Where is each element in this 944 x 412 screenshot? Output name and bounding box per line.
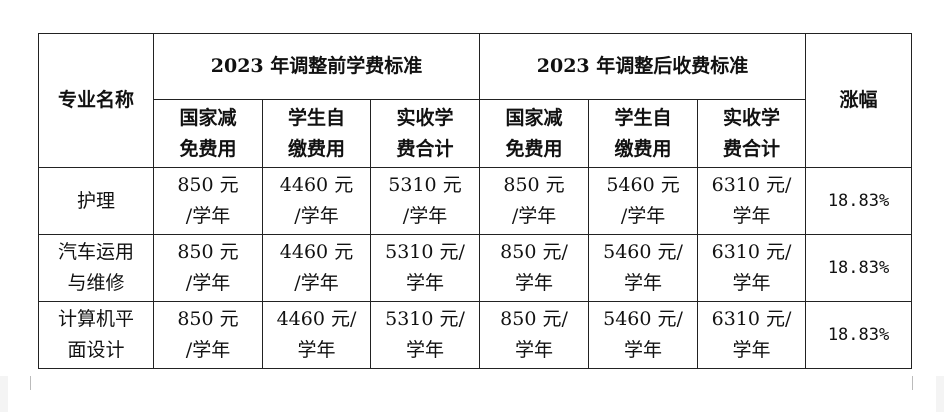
fee-cell: 5460 元/ 学年 xyxy=(588,234,699,302)
fee-cell: 4460 元 /学年 xyxy=(262,234,371,302)
fee-cell: 5460 元 /学年 xyxy=(588,167,699,235)
increase-cell: 18.83% xyxy=(805,167,913,235)
fee-cell: 850 元 /学年 xyxy=(153,301,263,369)
after-adjustment-header: 2023 年调整后收费标准 xyxy=(479,33,807,100)
fee-cell: 4460 元/ 学年 xyxy=(262,301,371,369)
fee-cell: 4460 元 /学年 xyxy=(262,167,371,235)
increase-cell: 18.83% xyxy=(805,301,913,369)
major-name-cell: 护理 xyxy=(38,167,154,235)
table-row: 汽车运用 与维修 850 元 /学年 4460 元 /学年 5310 元/ 学年… xyxy=(38,234,913,302)
increase-header: 涨幅 xyxy=(805,33,913,168)
fee-cell: 850 元/ 学年 xyxy=(479,301,590,369)
major-name-cell: 汽车运用 与维修 xyxy=(38,234,154,302)
header-row-groups: 专业名称 2023 年调整前学费标准 2023 年调整后收费标准 涨幅 xyxy=(38,33,913,168)
major-name-header: 专业名称 xyxy=(38,33,154,168)
before-adjustment-header: 2023 年调整前学费标准 xyxy=(152,33,481,100)
sub-header-cell: 国家减 免费用 xyxy=(153,99,263,168)
tuition-fee-table: 专业名称 2023 年调整前学费标准 2023 年调整后收费标准 涨幅 国家减 … xyxy=(38,33,913,369)
increase-cell: 18.83% xyxy=(805,234,913,302)
fee-cell: 850 元 /学年 xyxy=(479,167,590,235)
table-row: 计算机平 面设计 850 元 /学年 4460 元/ 学年 5310 元/ 学年… xyxy=(38,301,913,369)
fee-cell: 5460 元/ 学年 xyxy=(588,301,699,369)
next-page-edge xyxy=(8,376,936,412)
sub-header-cell: 实收学 费合计 xyxy=(369,99,481,168)
sub-header-cell: 实收学 费合计 xyxy=(697,99,807,168)
page-corner-mark-left xyxy=(18,376,31,390)
fee-cell: 6310 元/ 学年 xyxy=(697,301,807,369)
sub-header-cell: 国家减 免费用 xyxy=(479,99,590,168)
fee-cell: 850 元 /学年 xyxy=(153,234,263,302)
major-name-cell: 计算机平 面设计 xyxy=(38,301,154,369)
fee-cell: 5310 元/ 学年 xyxy=(369,301,481,369)
fee-cell: 5310 元 /学年 xyxy=(369,167,481,235)
fee-cell: 850 元/ 学年 xyxy=(479,234,590,302)
fee-cell: 6310 元/ 学年 xyxy=(697,234,807,302)
page-corner-mark-right xyxy=(912,376,925,390)
sub-header-cell: 学生自 缴费用 xyxy=(262,99,371,168)
fee-cell: 850 元 /学年 xyxy=(153,167,263,235)
table-row: 护理 850 元 /学年 4460 元 /学年 5310 元 /学年 850 元… xyxy=(38,167,913,235)
fee-cell: 6310 元/ 学年 xyxy=(697,167,807,235)
sub-header-cell: 学生自 缴费用 xyxy=(588,99,699,168)
fee-cell: 5310 元/ 学年 xyxy=(369,234,481,302)
header-row-subcolumns: 国家减 免费用 学生自 缴费用 实收学 费合计 国家减 免费用 学生自 缴费用 … xyxy=(39,99,912,168)
